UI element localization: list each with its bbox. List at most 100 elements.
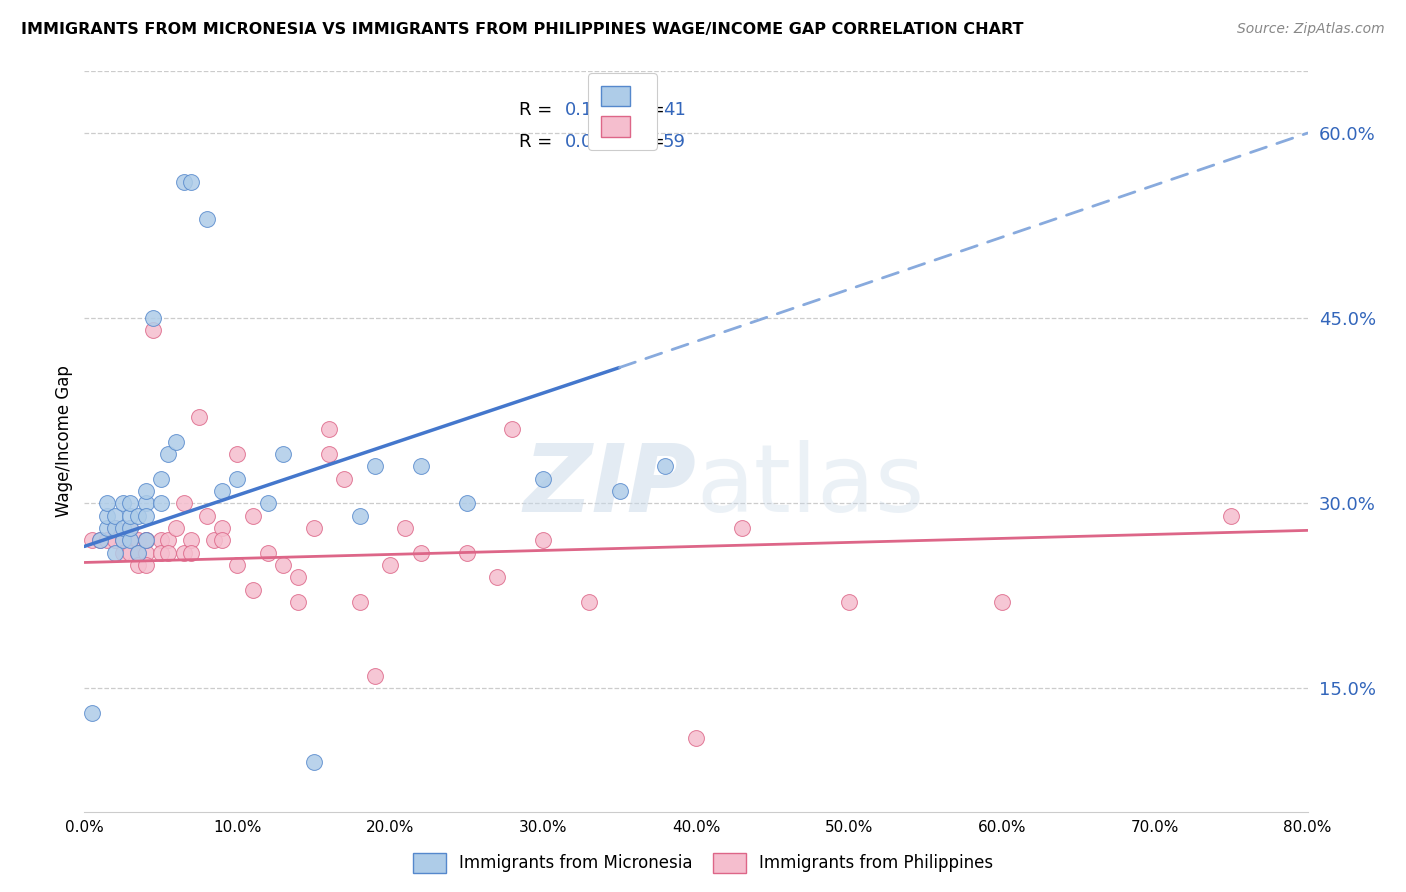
Point [318,447,340,461]
Point [149,533,172,548]
Text: 41: 41 [664,101,686,119]
Point [211,521,233,535]
Point [104,521,127,535]
Point [502,422,524,436]
Point [127,508,149,523]
Point [364,459,387,474]
Point [157,447,180,461]
Point [135,496,157,510]
Point [456,496,478,510]
Point [364,669,387,683]
Point [165,434,187,449]
Point [226,558,249,572]
Point [104,545,127,560]
Point [104,508,127,523]
Point [120,508,142,523]
Point [111,533,134,548]
Text: 0.057: 0.057 [565,133,616,151]
Point [104,521,127,535]
Point [135,533,157,548]
Point [409,545,432,560]
Text: R =: R = [519,133,558,151]
Point [195,508,218,523]
Point [211,483,233,498]
Text: N =: N = [619,133,671,151]
Point [991,595,1014,609]
Point [173,496,195,510]
Point [142,311,165,326]
Point [165,521,187,535]
Point [180,545,202,560]
Point [96,533,118,548]
Text: R =: R = [519,101,558,119]
Point [120,496,142,510]
Point [257,545,280,560]
Text: ZIP: ZIP [523,440,696,532]
Point [120,521,142,535]
Point [135,533,157,548]
Text: N =: N = [619,101,671,119]
Point [333,471,356,485]
Point [531,471,554,485]
Point [202,533,225,548]
Point [180,533,202,548]
Point [302,521,325,535]
Point [349,508,371,523]
Point [173,545,195,560]
Point [96,508,118,523]
Point [486,570,509,584]
Point [120,533,142,548]
Point [135,545,157,560]
Point [226,447,249,461]
Point [120,521,142,535]
Y-axis label: Wage/Income Gap: Wage/Income Gap [55,366,73,517]
Point [180,175,202,190]
Point [149,471,172,485]
Point [242,508,264,523]
Point [135,483,157,498]
Point [302,756,325,770]
Point [211,533,233,548]
Point [80,706,103,720]
Text: atlas: atlas [696,440,924,532]
Point [380,558,402,572]
Point [89,533,111,548]
Point [104,533,127,548]
Point [257,496,280,510]
Point [149,496,172,510]
Legend: Immigrants from Micronesia, Immigrants from Philippines: Immigrants from Micronesia, Immigrants f… [406,847,1000,880]
Point [127,533,149,548]
Text: IMMIGRANTS FROM MICRONESIA VS IMMIGRANTS FROM PHILIPPINES WAGE/INCOME GAP CORREL: IMMIGRANTS FROM MICRONESIA VS IMMIGRANTS… [21,22,1024,37]
Point [149,545,172,560]
Point [135,558,157,572]
Point [157,545,180,560]
Point [731,521,754,535]
Point [271,558,294,572]
Point [318,422,340,436]
Point [456,545,478,560]
Point [195,212,218,227]
Point [188,409,211,424]
Point [349,595,371,609]
Legend: , : , [588,73,657,150]
Point [173,175,195,190]
Point [120,545,142,560]
Point [127,545,149,560]
Text: 59: 59 [664,133,686,151]
Point [111,521,134,535]
Point [531,533,554,548]
Point [287,570,309,584]
Point [120,533,142,548]
Point [226,471,249,485]
Point [409,459,432,474]
Point [127,558,149,572]
Point [242,582,264,597]
Point [96,496,118,510]
Point [1220,508,1243,523]
Point [80,533,103,548]
Point [271,447,294,461]
Point [111,533,134,548]
Point [127,545,149,560]
Text: 0.188: 0.188 [565,101,616,119]
Point [654,459,676,474]
